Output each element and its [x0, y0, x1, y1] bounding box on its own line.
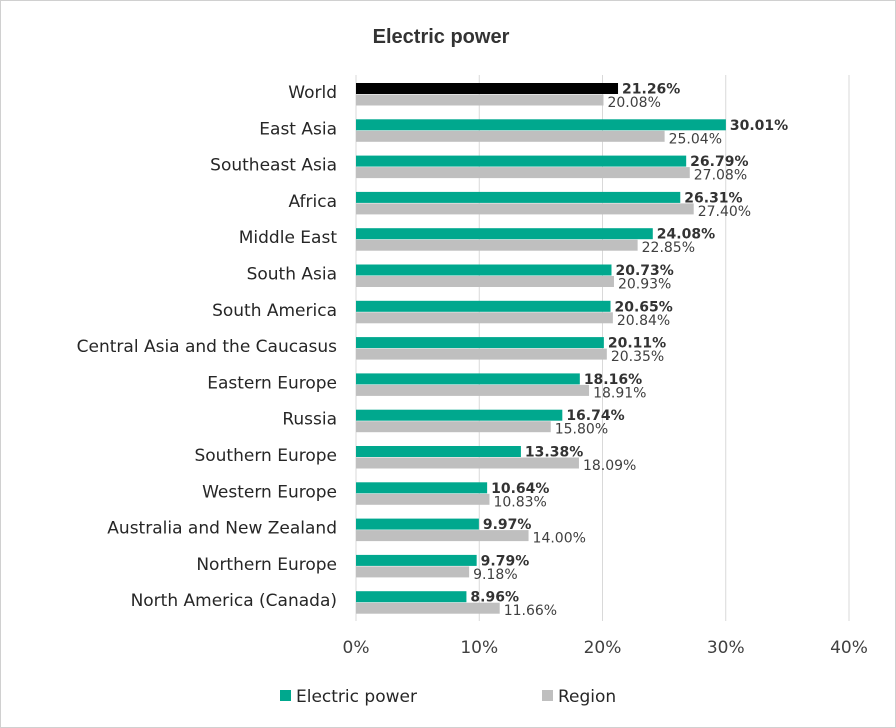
data-label-region: 18.09%	[583, 458, 636, 474]
data-label-region: 9.18%	[473, 567, 517, 583]
x-tick-label: 20%	[584, 638, 622, 658]
data-label-region: 15.80%	[555, 422, 608, 438]
bar-electric-power	[356, 591, 467, 603]
data-label-electric-power: 30.01%	[730, 118, 788, 134]
bar-electric-power	[356, 83, 619, 94]
data-label-region: 25.04%	[669, 131, 722, 147]
data-label-electric-power: 21.26%	[622, 82, 680, 98]
category-label: Eastern Europe	[207, 373, 337, 393]
bar-electric-power	[356, 446, 521, 457]
data-label-electric-power: 26.79%	[690, 154, 748, 170]
bar-region	[356, 384, 590, 396]
data-label-electric-power: 20.11%	[608, 336, 666, 352]
category-label: East Asia	[259, 119, 337, 139]
chart-title: Electric power	[373, 26, 510, 48]
category-label: Northern Europe	[196, 555, 337, 575]
bar-electric-power	[356, 373, 580, 385]
x-tick-label: 40%	[830, 638, 868, 658]
legend-swatch	[280, 690, 291, 701]
bar-region	[356, 203, 694, 215]
legend-entry: Region	[558, 687, 616, 707]
data-label-electric-power: 26.31%	[684, 190, 742, 206]
bar-electric-power	[356, 409, 563, 421]
x-tick-label: 0%	[343, 638, 370, 658]
bar-region	[356, 348, 607, 360]
category-label: Southeast Asia	[210, 156, 337, 176]
x-tick-label: 30%	[707, 638, 745, 658]
category-label: North America (Canada)	[131, 591, 337, 611]
data-label-electric-power: 9.79%	[481, 553, 530, 569]
bar-region	[356, 276, 614, 287]
bar-region	[356, 602, 500, 614]
category-label: Southern Europe	[194, 446, 337, 466]
data-label-region: 20.08%	[607, 95, 660, 111]
data-label-electric-power: 24.08%	[657, 227, 715, 243]
data-label-electric-power: 18.16%	[584, 372, 642, 388]
bars: 21.26%20.08% 30.01% 25.04% 26.79%27.08% 26.3…	[356, 82, 788, 619]
bar-electric-power	[356, 554, 477, 566]
bar-electric-power	[356, 228, 653, 240]
bar-electric-power	[356, 119, 726, 131]
bar-electric-power	[356, 337, 604, 349]
bar-region	[356, 457, 579, 469]
x-axis-ticks: 0% 10% 20% 30% 40%	[343, 638, 868, 658]
bar-electric-power	[356, 300, 611, 312]
bar-region	[356, 130, 665, 142]
category-label: Western Europe	[202, 482, 337, 502]
data-label-region: 18.91%	[593, 385, 646, 401]
bar-region	[356, 530, 529, 542]
data-label-region: 20.93%	[618, 277, 671, 293]
bar-region	[356, 312, 613, 324]
bar-electric-power	[356, 482, 488, 494]
data-label-region: 27.40%	[698, 204, 751, 220]
legend-swatch	[542, 690, 553, 701]
data-label-electric-power: 13.38%	[525, 445, 583, 461]
legend: Electric power Region	[280, 687, 616, 707]
data-label-region: 10.83%	[493, 494, 546, 510]
bar-region	[356, 493, 490, 505]
data-label-region: 14.00%	[533, 531, 586, 547]
data-label-region: 11.66%	[504, 603, 557, 619]
bar-region	[356, 94, 604, 106]
category-label: South America	[212, 301, 337, 321]
data-label-region: 22.85%	[642, 240, 695, 256]
x-tick-label: 10%	[460, 638, 498, 658]
data-label-region: 20.35%	[611, 349, 664, 365]
bar-electric-power	[356, 191, 681, 203]
data-label-electric-power: 9.97%	[483, 517, 532, 533]
bar-region	[356, 566, 470, 578]
data-label-electric-power: 20.65%	[615, 299, 673, 315]
category-label: Africa	[289, 192, 338, 212]
data-label-region: 20.84%	[617, 313, 670, 329]
data-label-electric-power: 8.96%	[470, 590, 519, 606]
data-label-electric-power: 10.64%	[491, 481, 549, 497]
category-labels: World East Asia Southeast Asia Africa Middle…	[77, 83, 338, 611]
data-label-region: 27.08%	[694, 168, 747, 184]
category-label: Middle East	[239, 228, 338, 248]
category-label: Russia	[282, 410, 337, 430]
bar-electric-power	[356, 264, 612, 276]
bar-region	[356, 239, 638, 251]
legend-entry: Electric power	[296, 687, 417, 707]
bar-region	[356, 167, 690, 179]
category-label: South Asia	[247, 265, 337, 285]
bar-region	[356, 421, 551, 433]
category-label: World	[288, 83, 337, 103]
bar-electric-power	[356, 518, 479, 530]
data-label-electric-power: 16.74%	[566, 408, 624, 424]
category-label: Australia and New Zealand	[107, 519, 337, 539]
bar-electric-power	[356, 155, 687, 167]
category-label: Central Asia and the Caucasus	[77, 337, 337, 357]
data-label-electric-power: 20.73%	[615, 263, 673, 279]
